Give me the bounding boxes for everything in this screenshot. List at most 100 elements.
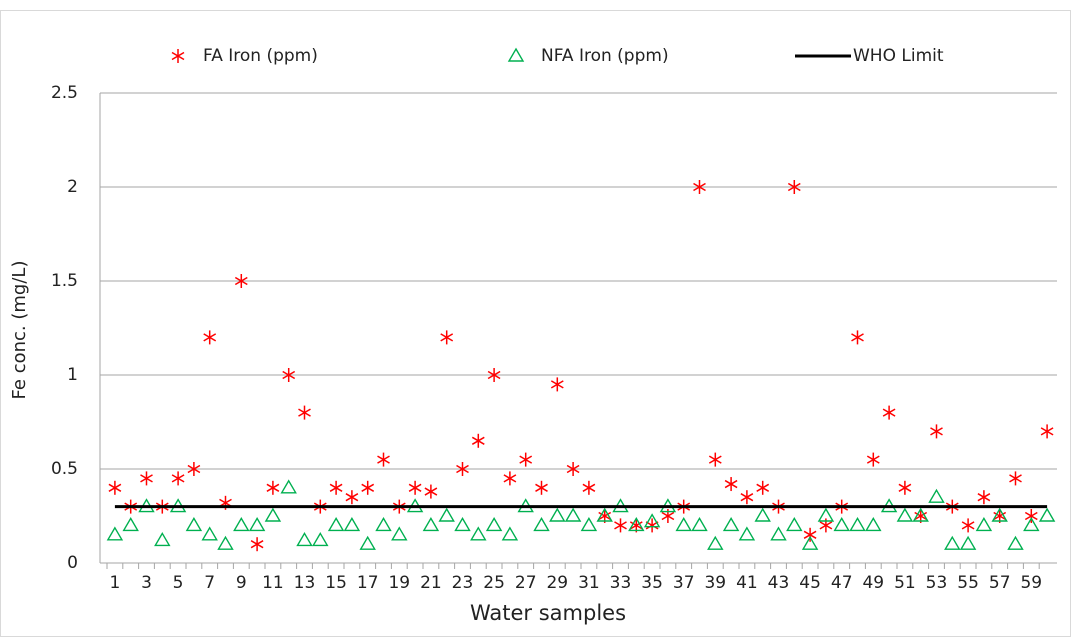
marker-shape [817,507,835,522]
marker-shape [754,507,771,522]
y-tick-label: 2.5 [51,83,78,103]
marker-shape [580,517,598,532]
data-point [456,462,469,476]
marker-shape [770,526,787,541]
data-point [264,507,282,522]
x-tick-label: 25 [483,573,505,593]
data-point [485,517,503,532]
y-axis-title: Fe conc. (mg/L) [9,261,30,400]
data-point [566,462,580,476]
data-point [424,484,438,499]
data-point [501,526,519,541]
data-point [154,532,171,547]
marker-shape [691,517,708,532]
data-point [454,517,471,532]
marker-shape [343,517,361,532]
marker-shape [501,526,519,541]
marker-shape [454,517,471,532]
marker-shape [485,517,503,532]
marker-shape [122,517,139,532]
marker-stroke [819,521,833,530]
marker-stroke [866,455,880,464]
data-point [754,507,771,522]
marker-shape [154,532,171,547]
data-point [438,507,455,522]
data-point [628,517,645,532]
data-point [185,517,203,532]
x-tick-label: 51 [894,573,916,593]
marker-stroke [566,464,580,474]
marker-shape [786,517,803,532]
data-point [1023,517,1040,532]
data-point [550,377,564,392]
marker-stroke [108,483,122,492]
marker-stroke [582,483,596,492]
marker-shape [722,517,740,532]
data-point [959,535,977,550]
chart-border [0,10,1071,637]
data-point [898,480,912,495]
data-point [961,518,975,533]
marker-shape [628,517,645,532]
marker-shape [944,535,961,550]
marker-stroke [345,493,359,502]
marker-stroke [171,474,185,483]
x-tick-label: 31 [578,573,600,593]
data-point [944,535,961,550]
y-tick-label: 2 [67,177,78,197]
marker-shape [312,532,329,547]
marker-stroke [787,182,801,192]
marker-stroke [645,521,659,530]
marker-stroke [519,455,533,464]
marker-shape [470,526,487,541]
data-point [361,480,375,495]
marker-stroke [803,530,817,539]
data-point [471,433,485,448]
data-point [234,274,248,288]
marker-shape [185,517,203,532]
x-tick-label: 15 [325,573,347,593]
x-tick-label: 29 [546,573,568,593]
marker-shape [959,535,977,550]
marker-stroke [740,493,754,502]
data-point [707,535,724,550]
legend-marker [507,47,525,62]
marker-shape [865,517,882,532]
data-point [1040,424,1054,439]
marker-stroke [282,370,296,380]
marker-shape [738,526,756,541]
marker-shape [849,517,866,532]
data-point [582,480,596,495]
data-point [343,517,361,532]
marker-shape [233,517,250,532]
data-point [740,490,754,505]
marker-stroke [756,483,770,492]
data-point [866,452,880,467]
x-tick-label: 27 [515,573,537,593]
x-tick-label: 45 [799,573,821,593]
data-point [991,507,1008,522]
data-point [614,518,627,533]
marker-stroke [203,333,217,342]
marker-shape [217,535,234,550]
marker-stroke [424,487,438,496]
marker-stroke [882,408,896,417]
data-point [849,517,866,532]
data-point [708,452,722,467]
data-point [1038,507,1056,522]
data-point [912,507,929,522]
data-point [470,526,487,541]
marker-stroke [693,182,706,192]
y-tick-label: 1.5 [51,271,78,291]
data-point [643,513,661,528]
data-point [106,526,124,541]
marker-stroke [377,455,390,464]
data-point [487,368,501,382]
x-tick-label: 41 [736,573,758,593]
x-tick-label: 43 [768,573,790,593]
data-point [440,330,454,345]
marker-stroke [329,483,343,492]
marker-stroke [140,474,153,483]
x-tick-label: 23 [452,573,474,593]
data-point [833,517,850,532]
